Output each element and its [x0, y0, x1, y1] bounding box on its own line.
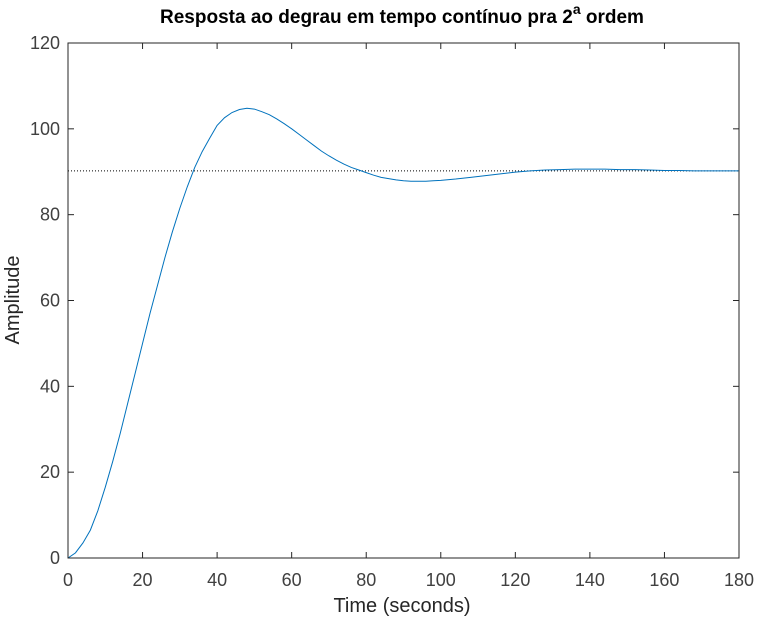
y-axis-label: Amplitude [2, 256, 24, 345]
chart-title-suffix: ordem [581, 7, 644, 28]
y-tick-label: 60 [40, 291, 60, 311]
series-layer [67, 107, 739, 559]
y-tick-label: 100 [30, 119, 60, 139]
x-tick-label: 20 [133, 570, 153, 590]
step-response-line [67, 107, 739, 559]
chart-title-superscript: a [573, 1, 581, 17]
x-tick-label: 0 [63, 570, 73, 590]
chart-title-main: Resposta ao degrau em tempo contínuo pra… [160, 7, 573, 28]
x-tick-label: 100 [426, 570, 456, 590]
x-tick-label: 80 [356, 570, 376, 590]
x-axis: 0 20 40 60 80 100 120 140 160 180 [63, 43, 754, 590]
y-axis: 0 20 40 60 80 100 120 [30, 33, 739, 568]
y-tick-label: 20 [40, 462, 60, 482]
x-tick-label: 60 [282, 570, 302, 590]
chart-title: Resposta ao degrau em tempo contínuo pra… [160, 1, 644, 28]
y-tick-label: 80 [40, 205, 60, 225]
x-tick-label: 160 [649, 570, 679, 590]
x-tick-label: 120 [500, 570, 530, 590]
plot-area [68, 43, 739, 558]
x-tick-label: 140 [575, 570, 605, 590]
x-axis-label: Time (seconds) [333, 595, 470, 617]
y-tick-label: 40 [40, 376, 60, 396]
x-tick-label: 180 [724, 570, 754, 590]
y-tick-label: 0 [50, 548, 60, 568]
y-tick-label: 120 [30, 33, 60, 53]
x-tick-label: 40 [207, 570, 227, 590]
